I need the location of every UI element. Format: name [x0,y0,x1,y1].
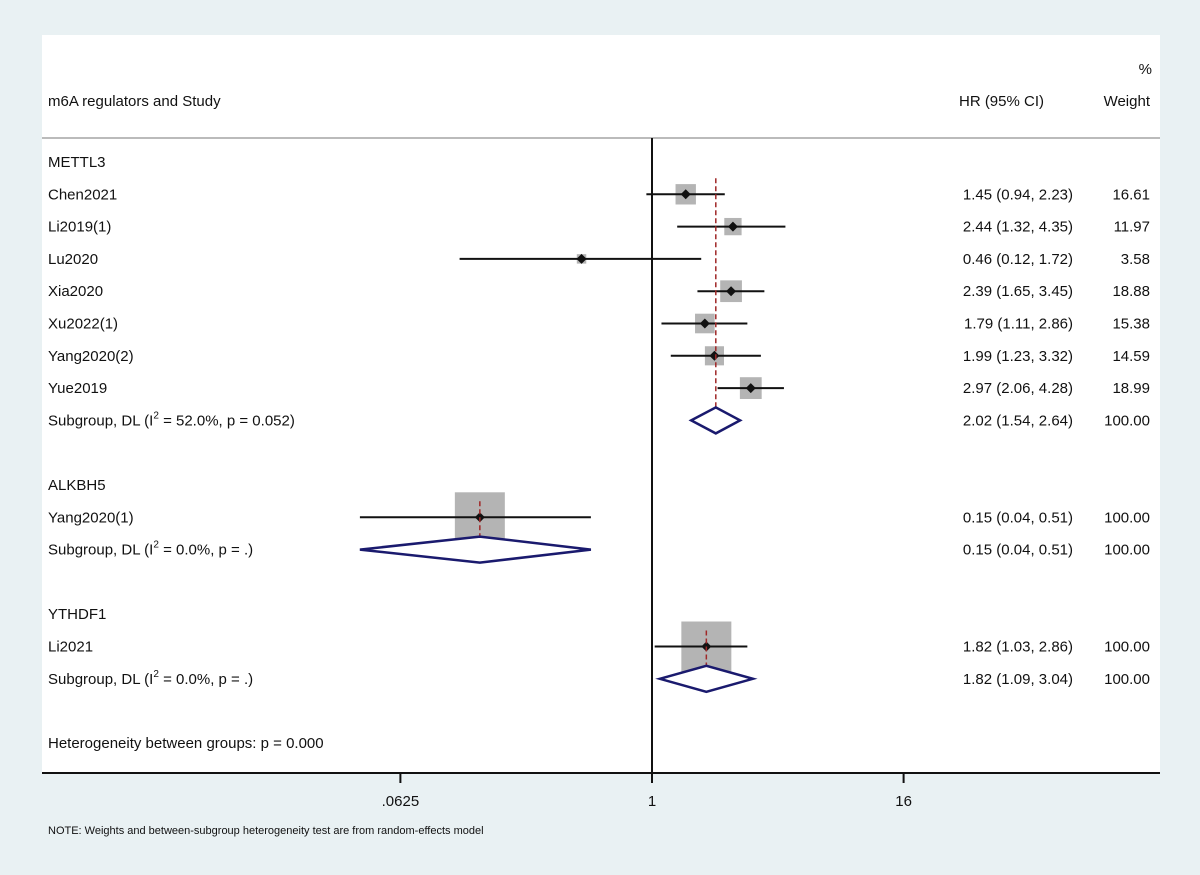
subgroup-label: Subgroup, DL (I2 = 0.0%, p = .) [48,669,253,688]
hr-ci-text: 1.82 (1.03, 2.86) [963,639,1073,656]
weight-text: 100.00 [1104,671,1150,688]
weight-text: 3.58 [1121,251,1150,268]
study-label: Yang2020(1) [48,509,134,526]
plot-panel [42,35,1160,773]
point-estimate [726,286,737,297]
x-tick-label: 16 [895,793,912,810]
weight-text: 100.00 [1104,639,1150,656]
header-study: m6A regulators and Study [48,93,221,110]
subgroup-label-sup: 2 [153,410,159,421]
heterogeneity-text: Heterogeneity between groups: p = 0.000 [48,735,324,752]
hr-ci-text: 0.15 (0.04, 0.51) [963,542,1073,559]
subgroup-label-post: = 0.0%, p = .) [159,671,253,688]
subgroup-label: Subgroup, DL (I2 = 52.0%, p = 0.052) [48,410,295,429]
point-estimate [576,253,587,264]
subgroup-diamond [359,535,592,564]
study-label: Li2019(1) [48,219,111,236]
study-label: Xia2020 [48,283,103,300]
weight-text: 100.00 [1104,412,1150,429]
group-label: METTL3 [48,154,106,171]
weight-text: 15.38 [1112,316,1150,333]
group-label: ALKBH5 [48,477,106,494]
study-label: Yang2020(2) [48,348,134,365]
group-label: YTHDF1 [48,606,106,623]
hr-ci-text: 1.79 (1.11, 2.86) [964,316,1073,333]
hr-ci-text: 2.02 (1.54, 2.64) [963,412,1073,429]
point-estimate [745,383,756,394]
hr-ci-text: 1.82 (1.09, 3.04) [963,671,1073,688]
header-effect: HR (95% CI) [959,93,1044,110]
header-weight-top: % [1139,61,1152,78]
weight-text: 14.59 [1112,348,1150,365]
weight-text: 11.97 [1114,219,1150,236]
point-estimate [709,350,720,361]
hr-ci-text: 2.39 (1.65, 3.45) [963,283,1073,300]
subgroup-label-post: = 52.0%, p = 0.052) [159,412,295,429]
hr-ci-text: 0.15 (0.04, 0.51) [963,509,1073,526]
study-label: Yue2019 [48,380,107,397]
footnote: NOTE: Weights and between-subgroup heter… [48,825,484,837]
subgroup-diamond [655,664,758,694]
subgroup-label-pre: Subgroup, DL (I [48,412,153,429]
hr-ci-text: 1.99 (1.23, 3.32) [963,348,1073,365]
study-label: Lu2020 [48,251,98,268]
weight-text: 100.00 [1104,542,1150,559]
hr-ci-text: 1.45 (0.94, 2.23) [963,186,1073,203]
study-label: Li2021 [48,639,93,656]
subgroup-label-pre: Subgroup, DL (I [48,671,153,688]
subgroup-diamond [688,405,743,435]
subgroup-label-post: = 0.0%, p = .) [159,542,253,559]
subgroup-label-sup: 2 [153,540,159,551]
subgroup-label: Subgroup, DL (I2 = 0.0%, p = .) [48,540,253,559]
weight-text: 18.88 [1112,283,1150,300]
hr-ci-text: 2.44 (1.32, 4.35) [963,219,1073,236]
study-label: Chen2021 [48,186,117,203]
hr-ci-text: 0.46 (0.12, 1.72) [963,251,1073,268]
x-tick-label: .0625 [382,793,420,810]
point-estimate [727,221,738,232]
weight-text: 18.99 [1112,380,1150,397]
x-tick-label: 1 [648,793,656,810]
subgroup-label-sup: 2 [153,669,159,680]
subgroup-label-pre: Subgroup, DL (I [48,542,153,559]
point-estimate [680,189,691,200]
weight-text: 100.00 [1104,509,1150,526]
point-estimate [699,318,710,329]
header-weight: Weight [1104,93,1151,110]
weight-text: 16.61 [1112,186,1150,203]
study-label: Xu2022(1) [48,316,118,333]
hr-ci-text: 2.97 (2.06, 4.28) [963,380,1073,397]
